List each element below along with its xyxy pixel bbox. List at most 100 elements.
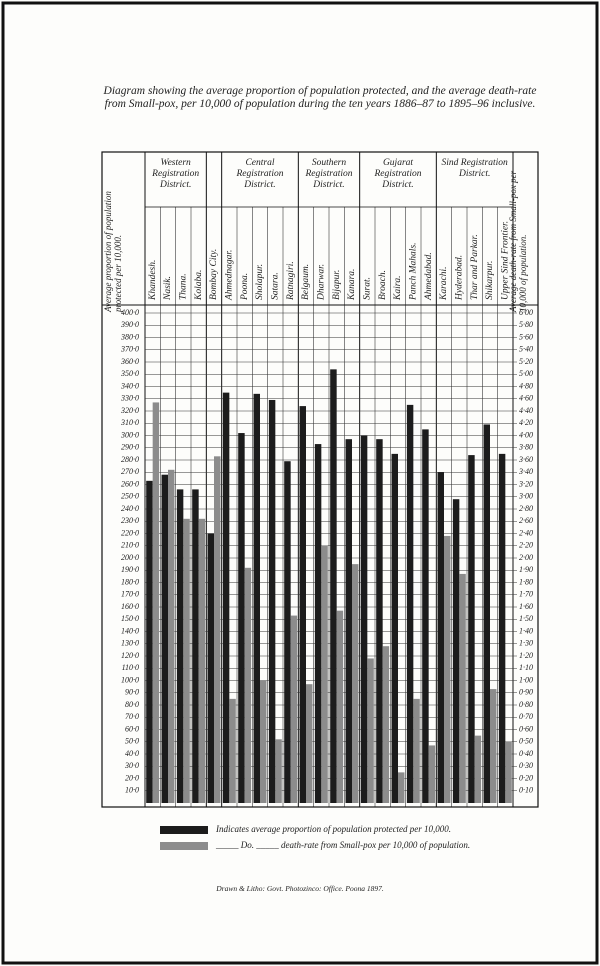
x-tick-label: Surat.: [363, 277, 373, 300]
x-tick-label: Belgaum.: [301, 264, 311, 300]
y-tick-label: 80·0: [125, 700, 139, 709]
x-tick-label: Kaira.: [393, 275, 403, 301]
y-tick-label: 270·0: [121, 467, 139, 476]
x-tick-label: Bombay City.: [209, 249, 219, 300]
y2-tick-label: 6·00: [519, 308, 533, 317]
y-tick-label: 160·0: [121, 602, 139, 611]
y2-axis-title: Average death-rate from Small-pox per 10…: [508, 170, 529, 312]
y2-tick-label: 1·00: [519, 675, 533, 684]
bar: [268, 399, 276, 803]
bar: [444, 535, 451, 803]
bar: [490, 689, 497, 803]
bar: [275, 739, 282, 803]
legend-swatch: [160, 842, 208, 850]
bar: [176, 489, 184, 803]
y-tick-label: 210·0: [121, 541, 139, 550]
y-tick-label: 150·0: [121, 614, 139, 623]
bar: [146, 480, 153, 803]
y2-tick-label: 4·00: [519, 430, 533, 439]
y-tick-label: 200·0: [121, 553, 139, 562]
y2-tick-label: 1·60: [519, 602, 533, 611]
y-tick-label: 60·0: [125, 724, 139, 733]
x-tick-label: Ahmedabad.: [424, 252, 434, 301]
y2-tick-label: 2·20: [519, 541, 533, 550]
bar: [284, 461, 291, 803]
x-tick-label: Ratnagiri.: [286, 261, 296, 301]
bar: [168, 469, 175, 803]
bar: [198, 518, 206, 803]
footer: Drawn & Litho: Govt. Photozinco: Office.…: [216, 884, 384, 893]
y2-tick-label: 2·80: [519, 504, 533, 513]
bar: [459, 573, 466, 803]
y2-tick-label: 5·60: [519, 332, 533, 341]
y2-tick-label: 0·50: [519, 737, 533, 746]
bar: [260, 680, 267, 803]
y-tick-label: 380·0: [120, 332, 139, 341]
y-tick-label: 260·0: [121, 479, 139, 488]
bar: [336, 610, 344, 803]
y2-tick-label: 0·30: [519, 761, 533, 770]
y-tick-label: 20·0: [125, 773, 139, 782]
y-tick-label: 10·0: [125, 786, 139, 795]
y2-tick-label: 5·20: [519, 357, 533, 366]
y-tick-label: 240·0: [121, 504, 139, 513]
bar: [306, 684, 313, 803]
x-tick-label: Kanara.: [347, 269, 357, 301]
y2-tick-label: 1·50: [519, 614, 533, 623]
y2-tick-label: 3·80: [518, 443, 533, 452]
y2-tick-label: 1·20: [519, 651, 533, 660]
bar: [422, 429, 429, 803]
y2-tick-label: 0·90: [519, 688, 533, 697]
y-tick-label: 170·0: [121, 590, 139, 599]
y-axis-title: Average proportion of population protect…: [103, 191, 124, 312]
bar: [299, 406, 306, 803]
y2-tick-label: 5·00: [519, 369, 533, 378]
x-tick-label: Karachi.: [439, 266, 449, 301]
y2-tick-label: 2·60: [519, 516, 533, 525]
bar: [214, 456, 221, 803]
y-tick-label: 140·0: [121, 626, 139, 635]
bar: [345, 439, 352, 803]
x-tick-label: Upper Sind Frontier.: [501, 221, 511, 300]
y-tick-label: 370·0: [120, 345, 139, 354]
bar: [161, 474, 168, 803]
y-tick-label: 360·0: [120, 357, 139, 366]
group-label: Southern Registration District.: [305, 158, 353, 190]
x-tick-label: Kolaba.: [194, 270, 204, 301]
legend-swatch: [160, 826, 208, 834]
y2-tick-label: 1·90: [519, 565, 533, 574]
bar: [382, 646, 390, 803]
y2-tick-label: 1·10: [519, 663, 533, 672]
x-tick-label: Dharwar.: [317, 264, 327, 301]
y-tick-label: 250·0: [121, 492, 139, 501]
y-tick-label: 180·0: [121, 577, 139, 586]
y2-tick-label: 1·70: [519, 590, 533, 599]
x-tick-label: Thana.: [179, 273, 189, 300]
x-tick-label: Hyderabad.: [455, 255, 465, 301]
y2-tick-label: 1·80: [519, 577, 533, 586]
bar: [483, 424, 490, 803]
y-tick-label: 280·0: [121, 455, 139, 464]
chart-title: Diagram showing the average proportion o…: [103, 85, 537, 111]
x-tick-label: Broach.: [378, 270, 388, 300]
x-tick-label: Sholapur.: [255, 264, 265, 300]
group-label: Sind Registration District.: [441, 158, 508, 179]
x-tick-label: Poona.: [240, 273, 250, 301]
bar: [406, 404, 414, 803]
y-tick-label: 350·0: [120, 369, 139, 378]
x-tick-label: Thar and Parkar.: [470, 234, 480, 300]
y-tick-label: 340·0: [120, 381, 139, 390]
x-tick-label: Ahmednagar.: [225, 250, 235, 301]
bar: [229, 698, 236, 803]
x-tick-label: Satara.: [271, 272, 281, 300]
bar: [398, 772, 405, 803]
bar: [192, 489, 199, 803]
bar: [253, 393, 260, 803]
y2-tick-label: 5·80: [519, 320, 533, 329]
x-tick-label: Shikarpur.: [485, 261, 495, 300]
y2-tick-label: 3·60: [518, 455, 533, 464]
y2-tick-label: 3·00: [518, 492, 533, 501]
bar: [290, 615, 298, 803]
y-tick-label: 330·0: [120, 394, 139, 403]
